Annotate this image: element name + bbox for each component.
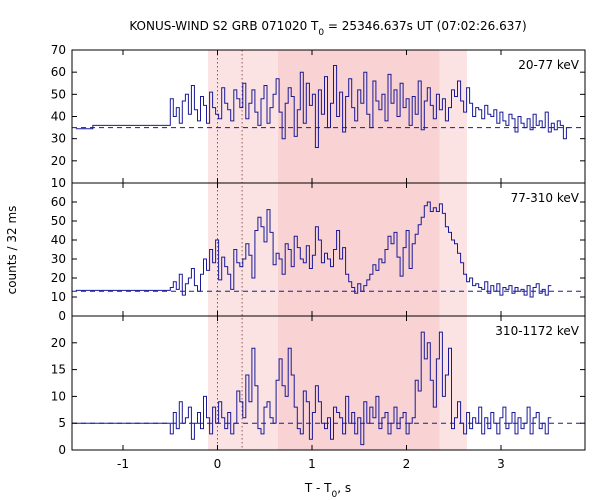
x-axis-title-subscript: 0 <box>332 490 338 500</box>
y-tick-label-panel-2-5: 50 <box>51 214 66 228</box>
series-line-panel-3 <box>75 331 552 446</box>
shaded-interval-0 <box>208 50 278 450</box>
y-tick-label-panel-3-1: 5 <box>58 416 66 430</box>
y-tick-label-panel-3-3: 15 <box>51 363 66 377</box>
vertical-markers-layer <box>217 50 243 450</box>
y-tick-label-panel-3-4: 20 <box>51 336 66 350</box>
band-label-panel-3: 310-1172 keV <box>495 324 579 338</box>
y-tick-label-panel-1-4: 50 <box>51 87 66 101</box>
band-label-panel-2: 77-310 keV <box>511 191 580 205</box>
x-axis-title-rest: , s <box>337 481 351 495</box>
panel-frame-3 <box>71 315 586 451</box>
chart-title-main: KONUS-WIND S2 GRB 071020 T <box>129 19 319 33</box>
y-tick-label-panel-1-2: 30 <box>51 132 66 146</box>
shaded-intervals-layer <box>208 50 467 450</box>
chart-title-rest: = 25346.637s UT (07:02:26.637) <box>324 19 527 33</box>
chart-title: KONUS-WIND S2 GRB 071020 T0 = 25346.637s… <box>129 19 526 38</box>
x-axis-title: T - T0, s <box>304 481 351 500</box>
y-axis-title: counts / 32 ms <box>5 206 19 295</box>
y-tick-label-panel-2-3: 30 <box>51 252 66 266</box>
chart-title-subscript: 0 <box>318 28 324 38</box>
y-tick-label-panel-1-6: 70 <box>51 43 66 57</box>
y-tick-label-panel-3-2: 10 <box>51 389 66 403</box>
y-tick-label-panel-2-6: 60 <box>51 195 66 209</box>
y-tick-label-panel-1-3: 40 <box>51 110 66 124</box>
band-label-panel-1: 20-77 keV <box>518 58 580 72</box>
series-layer <box>75 65 570 446</box>
x-axis-title-main: T - T <box>304 481 332 495</box>
y-tick-label-panel-2-4: 40 <box>51 233 66 247</box>
x-tick-label-2: 1 <box>308 457 316 471</box>
x-tick-label-1: 0 <box>214 457 222 471</box>
y-tick-label-panel-2-2: 20 <box>51 271 66 285</box>
y-tick-label-panel-2-1: 10 <box>51 290 66 304</box>
x-tick-label-3: 2 <box>403 457 411 471</box>
y-tick-label-panel-3-0: 0 <box>58 443 66 457</box>
shaded-interval-2 <box>439 50 467 450</box>
y-tick-label-panel-1-5: 60 <box>51 65 66 79</box>
y-tick-label-panel-1-0: 10 <box>51 176 66 190</box>
x-tick-label-0: -1 <box>117 457 129 471</box>
ticks-layer <box>72 49 585 451</box>
y-tick-label-panel-2-0: 0 <box>58 309 66 323</box>
series-line-panel-2 <box>75 201 552 298</box>
series-line-panel-1 <box>75 65 570 148</box>
x-tick-label-4: 3 <box>497 457 505 471</box>
y-tick-label-panel-1-1: 20 <box>51 154 66 168</box>
